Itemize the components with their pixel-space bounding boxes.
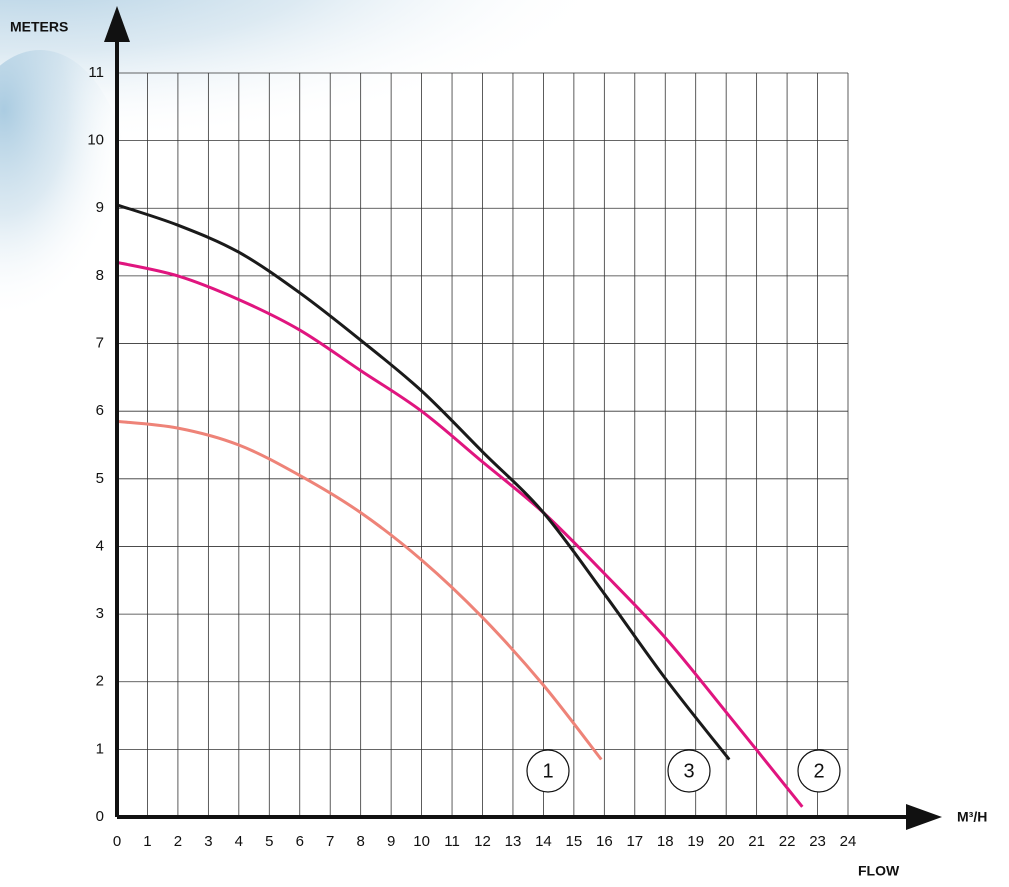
y-tick-label: 4 [96, 537, 104, 554]
grid [116, 72, 849, 818]
x-tick-label: 5 [265, 833, 273, 850]
background-splash [0, 50, 130, 350]
x-tick-label: 3 [204, 833, 212, 850]
y-tick-label: 8 [96, 267, 104, 284]
x-arrow [906, 804, 942, 830]
y-tick-label: 11 [88, 64, 104, 81]
x-tick-label: 8 [356, 833, 364, 850]
y-tick-label: 6 [96, 402, 104, 419]
x-tick-label: 0 [113, 833, 121, 850]
curve [116, 203, 731, 761]
x-tick-label: 12 [474, 833, 491, 850]
curve-label: 2 [813, 760, 824, 782]
x-axis-title: FLOW [858, 863, 900, 879]
curve [116, 260, 804, 808]
curve-label-circle [797, 749, 841, 793]
x-tick-label: 19 [687, 833, 704, 850]
curve-label-circle [667, 749, 711, 793]
x-tick-label: 24 [840, 833, 857, 850]
x-axis-label: M³/H [957, 809, 987, 825]
x-tick-label: 15 [566, 833, 583, 850]
y-arrow [104, 6, 130, 42]
y-tick-label: 9 [96, 199, 104, 216]
y-tick-label: 7 [96, 335, 104, 352]
x-tick-label: 1 [143, 833, 151, 850]
y-tick-label: 3 [96, 605, 104, 622]
x-tick-label: 22 [779, 833, 796, 850]
x-tick-label: 20 [718, 833, 735, 850]
plot [116, 203, 804, 808]
x-tick-label: 16 [596, 833, 613, 850]
x-tick-label: 18 [657, 833, 674, 850]
curve-label-circle [526, 749, 570, 793]
x-tick-label: 10 [413, 833, 430, 850]
x-tick-label: 7 [326, 833, 334, 850]
curve [116, 419, 603, 761]
y-tick-label: 2 [96, 673, 104, 690]
y-axis-label: METERS [10, 19, 68, 35]
y-tick-label: 5 [96, 470, 104, 487]
background-splash [0, 0, 620, 170]
y-tick-label: 10 [87, 132, 104, 149]
x-tick-label: 6 [296, 833, 304, 850]
x-tick-label: 4 [235, 833, 243, 850]
y-tick-label: 0 [96, 808, 104, 825]
x-tick-label: 11 [444, 833, 460, 850]
x-tick-label: 21 [748, 833, 765, 850]
x-tick-label: 17 [626, 833, 643, 850]
x-tick-label: 23 [809, 833, 826, 850]
x-tick-label: 9 [387, 833, 395, 850]
x-tick-label: 14 [535, 833, 552, 850]
curve-label: 1 [542, 760, 553, 782]
x-tick-label: 13 [505, 833, 522, 850]
y-tick-label: 1 [96, 740, 104, 757]
curve-label: 3 [683, 760, 694, 782]
x-tick-label: 2 [174, 833, 182, 850]
